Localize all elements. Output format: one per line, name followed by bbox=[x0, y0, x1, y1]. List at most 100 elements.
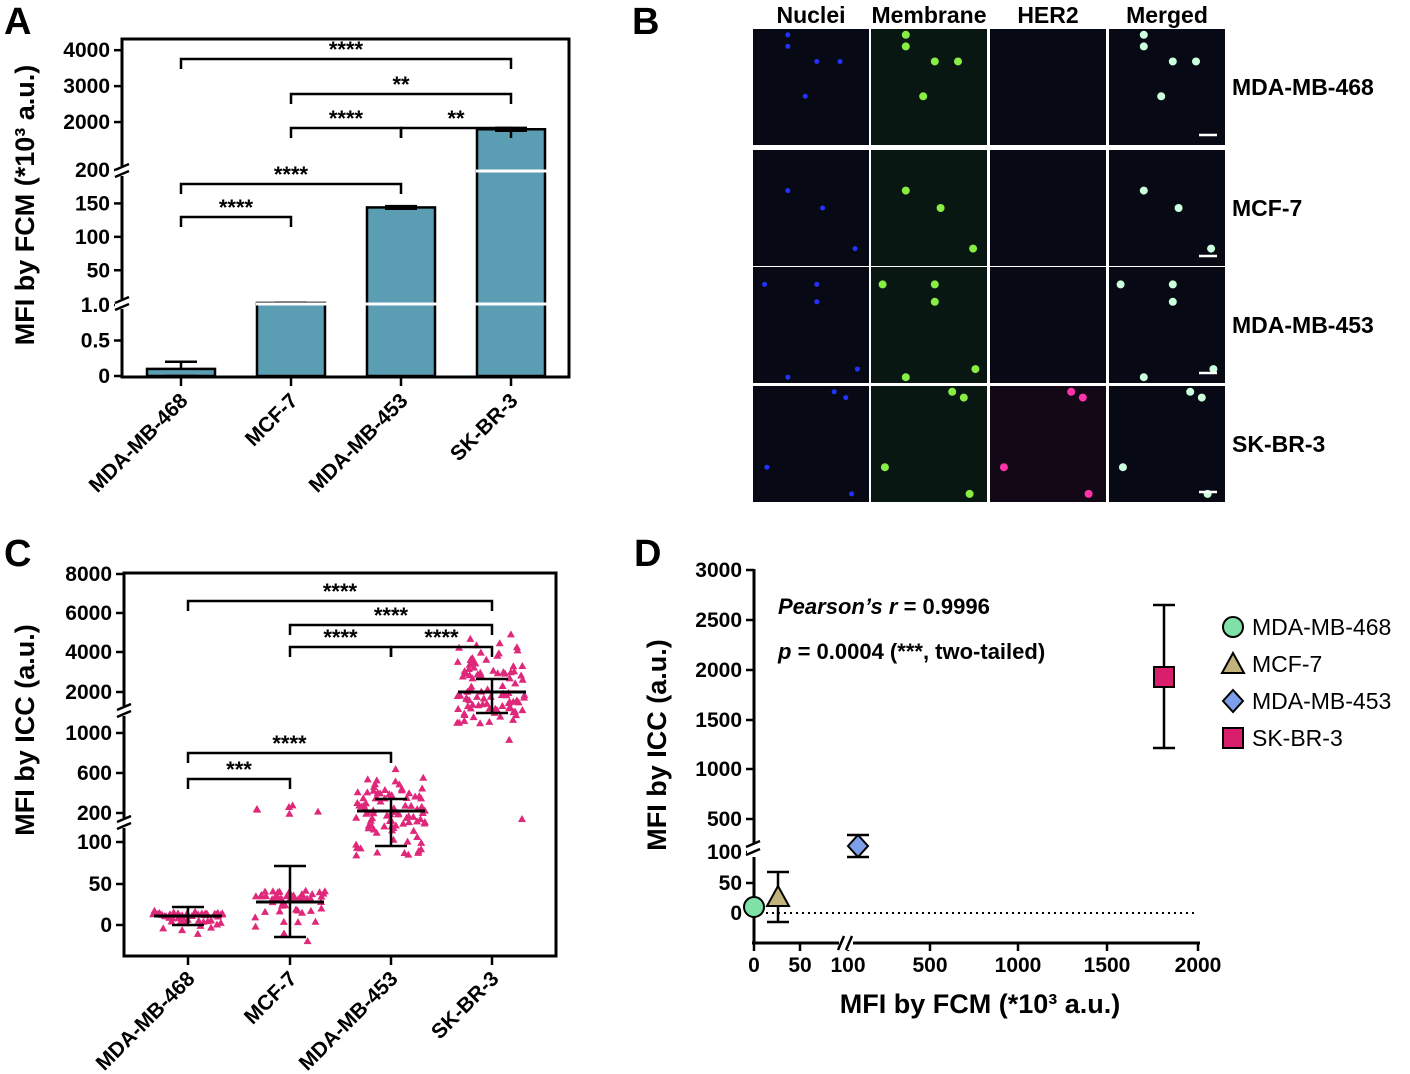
panel-c-data-point bbox=[466, 634, 475, 642]
panel-a-sig-453-vs-skbr3-line bbox=[399, 126, 513, 138]
panel-c-data-point bbox=[518, 706, 527, 714]
panel-c-sig-468-vs-mcf7-line bbox=[186, 777, 292, 789]
panel-c-y-tick-label: 1000 bbox=[65, 722, 112, 745]
panel-c-data-point bbox=[314, 807, 323, 815]
panel-c-data-point bbox=[293, 906, 302, 914]
panel-c-data-point bbox=[193, 929, 202, 937]
panel-c-data-point bbox=[482, 699, 491, 707]
panel-c-data-point bbox=[308, 890, 317, 898]
panel-c-data-point bbox=[518, 661, 527, 669]
panel-c-y-tick-label: 4000 bbox=[65, 641, 112, 664]
panel-letter-d: D bbox=[634, 533, 661, 575]
panel-c-data-point bbox=[253, 805, 262, 813]
panel-c-data-point bbox=[512, 696, 521, 704]
panel-c-data-point bbox=[251, 913, 260, 921]
panel-c-data-point bbox=[213, 920, 222, 928]
micrograph-tile bbox=[753, 150, 869, 266]
panel-c-y-tick-label: 50 bbox=[89, 873, 112, 896]
panel-c-y-tick-label: 0 bbox=[100, 914, 112, 937]
panel-c-data-point bbox=[293, 918, 302, 926]
panel-c-data-point bbox=[395, 780, 404, 788]
legend-marker-diamond bbox=[1221, 688, 1245, 714]
panel-d-x-tick-label: 1500 bbox=[1084, 954, 1131, 977]
panel-a-category-label: SK-BR-3 bbox=[446, 389, 522, 465]
panel-c-data-point bbox=[275, 907, 284, 915]
panel-a-category-label: MCF-7 bbox=[241, 389, 303, 451]
panel-c-category-label: MCF-7 bbox=[240, 967, 302, 1029]
panel-c-data-point bbox=[418, 784, 427, 792]
cell-spot bbox=[919, 92, 928, 101]
panel-c-data-point bbox=[404, 818, 413, 826]
panel-c-data-point bbox=[518, 675, 527, 683]
panel-c-data-point bbox=[399, 819, 408, 827]
panel-c-data-point bbox=[509, 708, 518, 716]
micrograph-tile bbox=[990, 29, 1106, 145]
panel-d-x-tick-label: 500 bbox=[912, 954, 947, 977]
panel-d-point-square bbox=[1153, 666, 1175, 688]
panel-a-y-tick-label: 50 bbox=[87, 259, 110, 282]
panel-d-x-axis-title: MFI by FCM (*10³ a.u.) bbox=[840, 989, 1121, 1019]
panel-c-data-point bbox=[407, 801, 416, 809]
panel-c-y-tick-label: 600 bbox=[77, 762, 112, 785]
panel-c-y-tick-label: 100 bbox=[77, 831, 112, 854]
panel-c-sig-453-vs-skbr3-line bbox=[389, 645, 494, 657]
panel-c-data-point bbox=[476, 719, 485, 727]
panel-a-bar bbox=[255, 301, 327, 378]
panel-letter-c: C bbox=[4, 533, 31, 575]
panel-c-data-point bbox=[498, 701, 507, 709]
panel-letter-b: B bbox=[632, 1, 659, 43]
panel-a-axis-break-high-slash-bottom bbox=[114, 169, 130, 179]
panel-c-axis-break-high-slash-top bbox=[116, 702, 132, 712]
panel-a-bar bbox=[475, 128, 547, 378]
cell-spot bbox=[814, 281, 820, 287]
panel-c-sig-468-vs-453-label: **** bbox=[272, 731, 307, 756]
panel-c-sig-468-vs-skbr3-line bbox=[186, 599, 494, 611]
panel-a-sig-468-vs-mcf7-line bbox=[179, 215, 293, 227]
panel-c-data-point bbox=[470, 663, 479, 671]
panel-c-data-point bbox=[464, 664, 473, 672]
panel-c-data-point bbox=[352, 840, 361, 848]
panel-a-sig-468-vs-453-line bbox=[179, 182, 403, 194]
panel-c-data-point bbox=[472, 692, 481, 700]
panel-c-data-point bbox=[356, 844, 365, 852]
micrograph-tile-tint bbox=[871, 386, 987, 502]
micrograph-row-label: SK-BR-3 bbox=[1232, 431, 1325, 457]
panel-c-y-tick-label: 8000 bbox=[65, 563, 112, 586]
panel-c-data-point bbox=[469, 713, 478, 721]
panel-c-data-point bbox=[306, 906, 315, 914]
panel-c-data-point bbox=[273, 893, 282, 901]
cell-spot bbox=[959, 393, 968, 402]
panel-c-data-point bbox=[513, 646, 522, 654]
panel-c-data-point bbox=[367, 821, 376, 829]
panel-c-data-point bbox=[401, 801, 410, 809]
panel-c-category-label: SK-BR-3 bbox=[427, 967, 503, 1043]
panel-c-data-point bbox=[460, 709, 469, 717]
panel-c-data-point bbox=[479, 694, 488, 702]
panel-c-data-point bbox=[368, 814, 377, 822]
panel-c-data-point bbox=[462, 693, 471, 701]
panel-c-data-point bbox=[485, 717, 494, 725]
panel-c-data-point bbox=[320, 887, 329, 895]
panel-c-data-point bbox=[454, 705, 463, 713]
panel-d-x-break-left bbox=[836, 935, 846, 951]
panel-d-x-tick-label: 100 bbox=[830, 954, 865, 977]
panel-c-data-point bbox=[417, 802, 426, 810]
micrograph-tile-tint bbox=[990, 386, 1106, 502]
panel-c-data-point bbox=[363, 788, 372, 796]
panel-c-data-point bbox=[453, 718, 462, 726]
panel-c-data-point bbox=[482, 655, 491, 663]
panel-d-point-triangle bbox=[765, 883, 791, 907]
p-symbol: p bbox=[777, 639, 791, 664]
panel-c-data-point bbox=[417, 838, 426, 846]
cell-spot bbox=[901, 186, 910, 195]
panel-a-axis-break-low-gap bbox=[115, 299, 129, 309]
cell-spot bbox=[762, 281, 768, 287]
panel-c-data-point bbox=[512, 643, 521, 651]
panel-a-y-tick-label: 200 bbox=[75, 159, 110, 182]
panel-d-y-tick-label: 1000 bbox=[695, 758, 742, 781]
micrograph-tile bbox=[990, 267, 1106, 383]
panel-d-y-tick-label: 0 bbox=[730, 902, 742, 925]
panel-c-data-point bbox=[289, 891, 298, 899]
panel-c-data-point bbox=[387, 791, 396, 799]
